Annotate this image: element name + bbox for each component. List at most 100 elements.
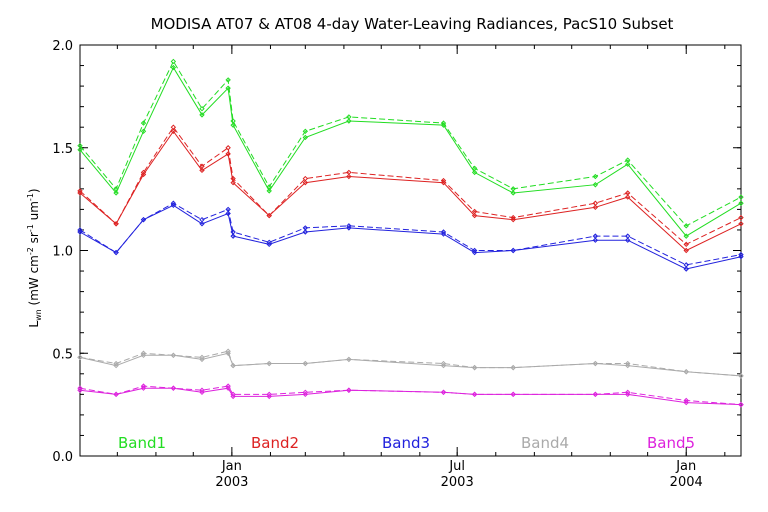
data-point [346, 356, 352, 363]
x-tick-month-label: Jan [675, 459, 696, 474]
data-point [471, 208, 478, 215]
data-point [346, 118, 352, 124]
data-point [266, 184, 272, 190]
y-label-sub: wn [34, 309, 43, 321]
data-point [592, 204, 599, 211]
x-tick-year-label: 2004 [670, 475, 703, 490]
data-point [77, 385, 83, 391]
data-point [230, 233, 236, 239]
data-point [683, 397, 689, 404]
legend-band5: Band5 [647, 434, 695, 452]
data-point [113, 249, 119, 256]
y-label-sup1: -2 [26, 247, 35, 255]
data-point [510, 247, 516, 254]
y-label-mid: (mW cm [27, 255, 41, 309]
data-point [230, 362, 236, 369]
data-point [625, 190, 631, 196]
data-point [302, 134, 309, 141]
data-point [625, 389, 631, 396]
data-point [683, 247, 689, 254]
series-layer [77, 58, 744, 408]
data-point [199, 354, 205, 361]
data-point [440, 120, 447, 126]
data-point [113, 391, 119, 398]
data-point [302, 175, 309, 182]
data-point [440, 360, 447, 367]
data-point [471, 247, 478, 254]
data-point [225, 85, 231, 91]
data-point [170, 58, 177, 65]
data-point [346, 173, 352, 180]
data-point [225, 77, 231, 83]
data-point [625, 161, 631, 167]
data-point [170, 124, 177, 130]
series-band1 [77, 58, 744, 239]
data-point [199, 163, 205, 169]
y-label-mid3: um [27, 201, 41, 224]
data-point [225, 383, 231, 389]
data-point [592, 182, 599, 188]
data-point [113, 360, 119, 367]
data-point [199, 167, 205, 174]
data-point [266, 212, 272, 219]
y-axis-label: Lwn (mW cm-2 sr-1 um-1) [26, 188, 43, 327]
data-point [683, 262, 689, 268]
data-point [266, 360, 272, 367]
y-tick-label: 0.0 [52, 450, 73, 465]
data-point [170, 352, 177, 359]
data-point [199, 105, 205, 112]
y-label-end: ) [27, 188, 41, 193]
data-point [738, 194, 744, 200]
series-line-dashed [79, 60, 742, 227]
data-point [77, 227, 83, 233]
data-point [77, 147, 83, 153]
data-point [77, 142, 83, 149]
data-point [346, 387, 352, 393]
data-point [302, 360, 309, 367]
data-point [346, 223, 352, 229]
data-point [440, 229, 447, 235]
data-point [170, 64, 177, 71]
series-line-dashed [79, 202, 742, 266]
legend-band4: Band4 [521, 434, 569, 452]
data-point [683, 241, 689, 248]
data-point [302, 389, 309, 396]
y-tick-label: 0.5 [52, 347, 73, 362]
data-point [592, 360, 599, 367]
series-band2 [77, 124, 744, 254]
data-point [140, 120, 147, 126]
data-point [683, 266, 689, 272]
data-point [302, 128, 309, 135]
data-point [302, 179, 309, 186]
data-point [346, 169, 352, 176]
data-point [230, 118, 236, 124]
series-line-solid [79, 130, 742, 252]
data-point [592, 237, 599, 243]
data-point [266, 239, 272, 245]
data-point [140, 216, 147, 223]
data-point [225, 206, 231, 213]
legend-band2: Band2 [251, 434, 299, 452]
series-line-solid [79, 352, 742, 377]
data-point [592, 233, 599, 239]
data-point [683, 369, 689, 375]
series-line-dashed [79, 385, 742, 406]
data-point [510, 190, 516, 196]
data-point [170, 128, 177, 135]
data-point [225, 348, 231, 354]
data-point [225, 151, 231, 157]
x-tick-month-label: Jan [221, 459, 242, 474]
data-point [230, 175, 236, 182]
data-point [266, 188, 272, 194]
y-tick-label: 1.0 [52, 245, 73, 260]
data-point [738, 373, 744, 379]
x-tick-year-label: 2003 [215, 475, 248, 490]
data-point [302, 225, 309, 231]
data-point [113, 186, 119, 192]
data-point [592, 391, 599, 398]
data-point [140, 383, 147, 389]
legend-band1: Band1 [118, 434, 166, 452]
x-tick-month-label: Jul [448, 459, 465, 474]
data-point [266, 391, 272, 398]
